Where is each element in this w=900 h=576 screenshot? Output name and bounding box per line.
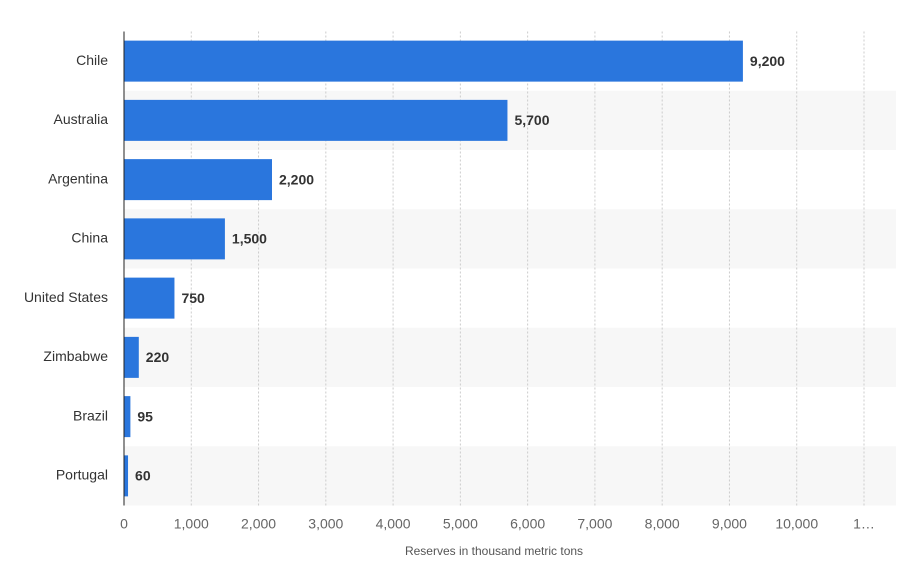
x-tick-label: 7,000 (577, 516, 612, 532)
y-tick-label: Portugal (56, 467, 108, 483)
y-tick-label: United States (24, 289, 108, 305)
value-label: 750 (181, 290, 205, 306)
x-tick-label: 6,000 (510, 516, 545, 532)
x-tick-label: 0 (120, 516, 128, 532)
x-tick-label: 4,000 (376, 516, 411, 532)
x-tick-label: 1,000 (174, 516, 209, 532)
value-label: 60 (135, 468, 151, 484)
x-tick-label: 2,000 (241, 516, 276, 532)
value-label: 2,200 (279, 171, 314, 187)
row-band (124, 327, 896, 387)
value-label: 95 (137, 408, 153, 424)
x-tick-label: 9,000 (712, 516, 747, 532)
row-band (124, 446, 896, 506)
bar (124, 455, 129, 497)
bar (124, 277, 175, 319)
x-tick-label: 5,000 (443, 516, 478, 532)
bar (124, 40, 743, 82)
value-label: 9,200 (750, 53, 785, 69)
y-tick-label: Australia (54, 111, 109, 127)
value-label: 1,500 (232, 231, 267, 247)
x-tick-label: 8,000 (645, 516, 680, 532)
y-tick-label: Zimbabwe (43, 348, 108, 364)
bar (124, 159, 272, 201)
y-tick-label: Brazil (73, 407, 108, 423)
x-tick-label: 10,000 (775, 516, 818, 532)
bar (124, 336, 139, 378)
y-tick-label: Argentina (48, 170, 108, 186)
value-label: 5,700 (514, 112, 549, 128)
x-tick-label: 1… (853, 516, 875, 532)
bar (124, 218, 225, 260)
bar (124, 99, 508, 141)
x-axis-label: Reserves in thousand metric tons (405, 544, 583, 558)
value-label: 220 (146, 349, 170, 365)
y-tick-label: China (71, 230, 108, 246)
y-tick-label: Chile (76, 52, 108, 68)
bar (124, 396, 131, 438)
x-tick-label: 3,000 (308, 516, 343, 532)
row-band (124, 209, 896, 269)
